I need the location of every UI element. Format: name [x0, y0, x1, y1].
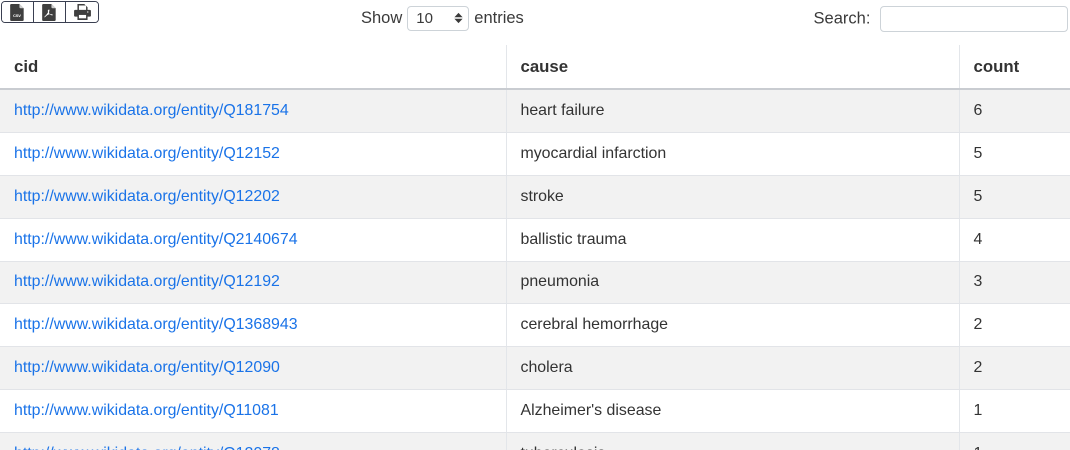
- svg-text:CSV: CSV: [13, 12, 21, 17]
